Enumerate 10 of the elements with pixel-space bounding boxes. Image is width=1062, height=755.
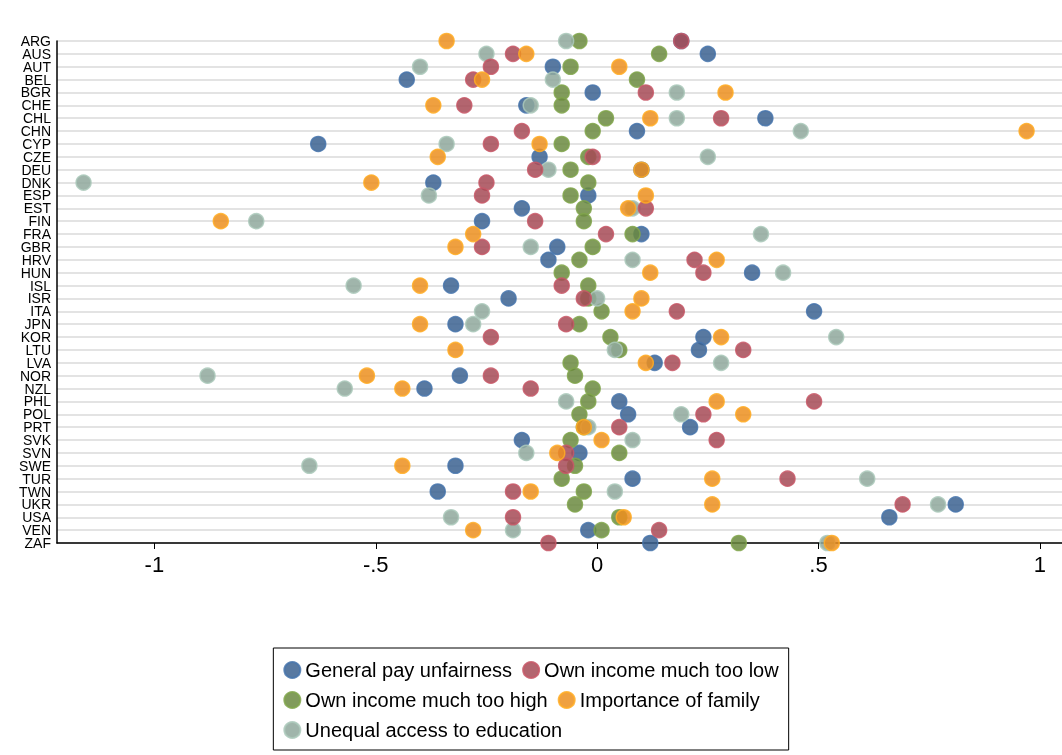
x-tick-label: .5 <box>809 551 828 577</box>
x-tick-label: -.5 <box>362 551 389 577</box>
x-tick-label: 1 <box>1033 551 1046 577</box>
x-tick-label: 0 <box>591 551 604 577</box>
x-tick-label: -1 <box>144 551 165 577</box>
legend-label: General pay unfairness <box>305 659 513 681</box>
legend-label: Unequal access to education <box>305 719 563 741</box>
legend-label: Importance of family <box>579 689 760 711</box>
legend-label: Own income much too low <box>544 659 780 681</box>
legend-label: Own income much too high <box>305 689 548 711</box>
